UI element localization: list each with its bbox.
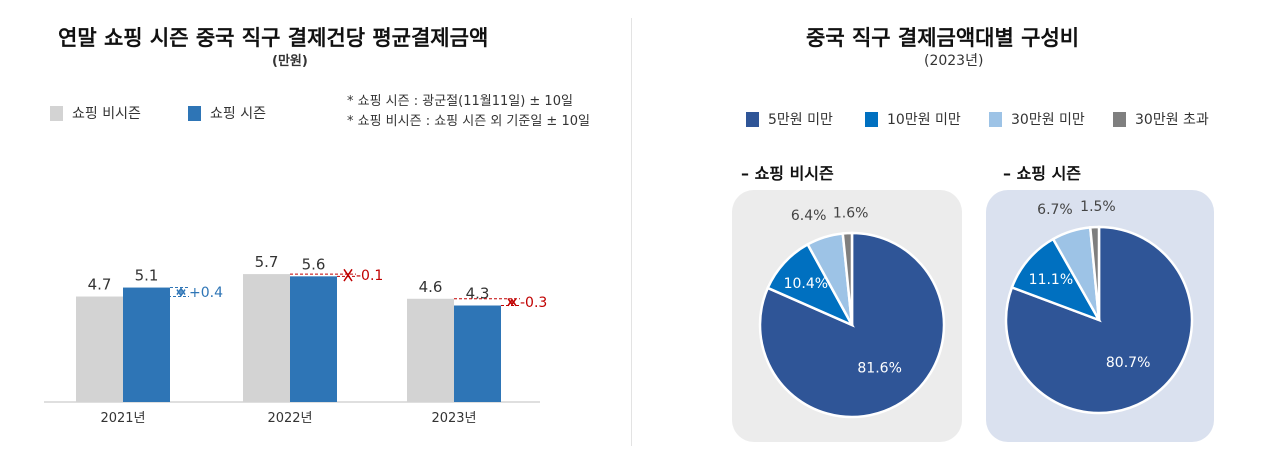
diff-label-2: -0.3 [520,295,547,311]
diff-annotation-0 [123,287,189,298]
legend-swatch-under-5 [746,111,759,127]
legend-item-under-5: 5만원 미만 [746,109,833,129]
pie-chart-season-marks: 80.7% 11.1% 6.7% 1.5% [1004,199,1194,415]
legend-item-under-10: 10만원 미만 [865,109,961,129]
pie0-label-1: 10.4% [784,276,828,292]
pie0-slice-3 [841,231,854,326]
bar-season-1 [290,276,337,402]
divider [631,18,632,446]
x-tick-label-1: 2022년 [267,411,312,426]
pie1-slice-1 [1010,237,1102,323]
diff-annotation-1 [290,268,356,282]
pie-title-season: – 쇼핑 시즌 [1003,164,1082,183]
diff-label-0: +0.4 [189,285,223,301]
bar-label-season-1: 5.6 [302,255,326,273]
bar-label-off-season-0: 4.7 [88,276,112,294]
note-off-season: * 쇼핑 비시즌 : 쇼핑 시즌 외 기준일 ± 10일 [347,114,590,129]
bar-chart-unit: (만원) [272,54,308,69]
bar-chart-marks: 4.7 5.1 2021년 +0.4 5.7 5.6 2022년 -0.1 4.6 4.3 2023… [44,253,547,426]
legend-item-season: 쇼핑 시즌 [188,103,266,123]
bar-chart: 4.7 5.1 2021년 +0.4 5.7 5.6 2022년 -0.1 4.6 4.3 2023… [44,253,547,426]
note-season: * 쇼핑 시즌 : 광군절(11월11일) ± 10일 [347,94,573,109]
diff-annotation-2 [454,298,520,307]
pie-section-title: 중국 직구 결제금액대별 구성비 [806,26,1080,50]
legend-item-over-30: 30만원 초과 [1113,109,1209,129]
x-tick-label-2: 2023년 [431,411,476,426]
x-tick-label-0: 2021년 [100,411,145,426]
legend-swatch-over-30 [1113,111,1126,127]
legend-label-under-5: 5만원 미만 [768,112,833,128]
bar-season-2 [454,305,501,402]
pie1-label-3: 1.5% [1080,199,1116,215]
pie1-label-0: 80.7% [1106,355,1150,371]
bar-label-season-2: 4.3 [466,285,490,303]
bar-off-season-1 [243,274,290,402]
legend-label-over-30: 30만원 초과 [1135,112,1209,128]
bar-chart-title: 연말 쇼핑 시즌 중국 직구 결제건당 평균결제금액 [58,26,489,50]
legend-item-off-season: 쇼핑 비시즌 [50,103,141,123]
pie-chart-off-season: 81.6% 10.4% 6.4% 1.6% [758,205,946,419]
pie0-label-3: 1.6% [833,205,869,221]
legend-label-under-30: 30만원 미만 [1011,112,1085,128]
pie-chart-season: 80.7% 11.1% 6.7% 1.5% [1004,199,1194,415]
bar-label-off-season-2: 4.6 [419,278,443,296]
pie1-label-1: 11.1% [1029,272,1073,288]
legend-label-off-season: 쇼핑 비시즌 [72,106,141,122]
diff-label-1: -0.1 [356,268,383,284]
legend-swatch-off-season [50,105,63,121]
legend-label-season: 쇼핑 시즌 [210,106,266,122]
pie-section-subtitle: (2023년) [924,53,984,69]
legend-swatch-under-10 [865,111,878,127]
legend-swatch-season [188,105,201,121]
pie1-slice-3 [1088,225,1101,321]
pie-title-off-season: – 쇼핑 비시즌 [741,164,834,183]
legend-label-under-10: 10만원 미만 [887,112,961,128]
pie0-label-0: 81.6% [857,360,901,376]
bar-label-off-season-1: 5.7 [255,253,279,271]
pie0-label-2: 6.4% [791,208,827,224]
legend-item-under-30: 30만원 미만 [989,109,1085,129]
bar-label-season-0: 5.1 [135,267,159,285]
bar-off-season-2 [407,298,454,402]
pie0-slice-0 [758,231,946,419]
pie-chart-off-season-marks: 81.6% 10.4% 6.4% 1.6% [758,205,946,419]
pie1-label-2: 6.7% [1037,202,1073,218]
pie1-slice-0 [1004,225,1194,415]
bar-season-0 [123,287,170,402]
legend-swatch-under-30 [989,111,1002,127]
bar-off-season-0 [76,296,123,402]
